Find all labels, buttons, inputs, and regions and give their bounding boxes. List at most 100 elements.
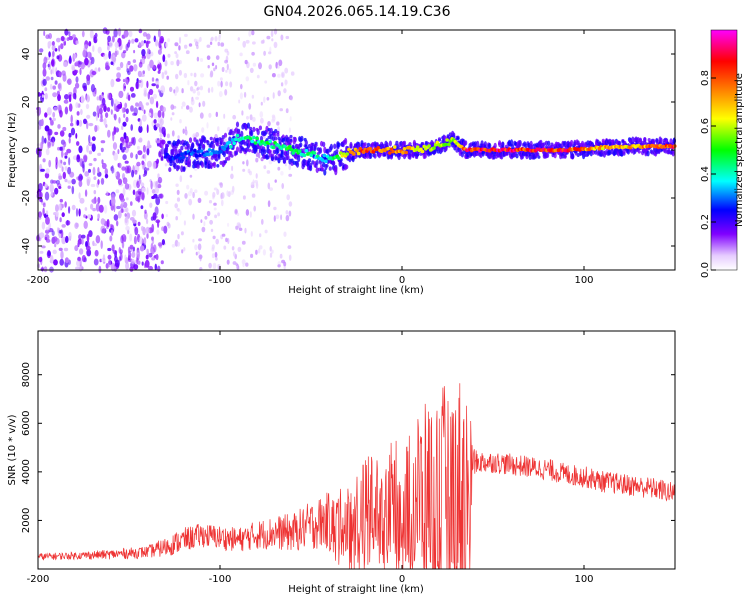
ridge-halo-cell	[235, 146, 240, 153]
noise-cell	[58, 45, 61, 52]
noise-cell	[139, 245, 145, 252]
noise-cell	[52, 249, 57, 255]
noise-cell	[275, 214, 280, 220]
noise-cell	[96, 105, 100, 114]
ridge-halo-cell	[286, 150, 290, 156]
noise-cell	[289, 96, 293, 101]
noise-cell	[39, 192, 43, 199]
noise-cell	[251, 116, 256, 122]
noise-cell	[127, 94, 131, 101]
noise-cell	[184, 33, 188, 38]
noise-cell	[197, 243, 202, 251]
noise-cell	[189, 106, 193, 113]
noise-cell	[269, 187, 273, 191]
noise-cell	[125, 142, 129, 148]
ridge-halo-cell	[488, 142, 492, 149]
noise-cell	[273, 215, 276, 222]
ridge-core-cell	[401, 150, 405, 155]
noise-cell	[211, 86, 214, 93]
noise-cell	[247, 168, 251, 174]
noise-cell	[116, 128, 119, 133]
noise-cell	[78, 61, 83, 65]
noise-cell	[58, 233, 62, 238]
noise-cell	[54, 80, 58, 85]
noise-cell	[114, 259, 120, 268]
noise-cell	[262, 39, 265, 44]
noise-cell	[129, 86, 135, 92]
noise-cell	[157, 110, 162, 118]
ridge-halo-cell	[344, 137, 348, 145]
noise-cell	[107, 247, 112, 252]
noise-cell	[271, 249, 274, 254]
noise-cell	[285, 35, 290, 40]
ridge-core-cell	[368, 147, 373, 151]
ridge-halo-cell	[223, 132, 228, 138]
noise-cell	[60, 43, 64, 50]
noise-cell	[198, 238, 202, 242]
noise-cell	[141, 57, 146, 65]
noise-cell	[157, 176, 163, 184]
noise-cell	[111, 244, 115, 252]
ridge-core-cell	[355, 149, 359, 153]
ridge-core-cell	[230, 138, 235, 142]
noise-cell	[140, 73, 145, 77]
ridge-core-cell	[338, 151, 343, 155]
ridge-halo-cell	[289, 138, 293, 142]
ridge-halo-cell	[321, 167, 325, 172]
noise-cell	[118, 117, 121, 124]
noise-cell	[92, 207, 96, 212]
noise-cell	[77, 242, 80, 248]
y-tick-label: 2000	[21, 508, 32, 533]
noise-cell	[166, 133, 170, 139]
noise-cell	[131, 251, 136, 258]
noise-cell	[177, 135, 180, 140]
noise-cell	[57, 124, 61, 129]
noise-cell	[280, 34, 284, 41]
noise-cell	[157, 265, 161, 272]
noise-cell	[208, 200, 213, 204]
noise-cell	[57, 94, 61, 102]
noise-cell	[42, 158, 46, 163]
noise-cell	[153, 64, 156, 70]
noise-cell	[112, 132, 115, 142]
noise-cell	[184, 193, 188, 199]
ridge-core-cell	[163, 155, 168, 159]
noise-cell	[93, 258, 99, 266]
noise-cell	[183, 247, 186, 252]
noise-cell	[225, 69, 228, 73]
noise-cell	[67, 78, 72, 85]
noise-cell	[61, 145, 65, 151]
noise-cell	[44, 236, 48, 241]
noise-cell	[178, 36, 182, 44]
noise-cell	[219, 77, 223, 81]
noise-cell	[161, 139, 166, 145]
ridge-core-cell	[447, 142, 451, 147]
noise-cell	[98, 67, 101, 72]
ridge-halo-cell	[643, 137, 647, 143]
noise-cell	[45, 226, 51, 231]
noise-cell	[76, 111, 80, 116]
noise-cell	[161, 226, 165, 231]
noise-cell	[142, 173, 146, 177]
noise-cell	[211, 244, 215, 250]
noise-cell	[64, 94, 69, 100]
noise-cell	[44, 172, 50, 179]
noise-cell	[174, 203, 178, 209]
noise-cell	[175, 216, 178, 221]
noise-cell	[39, 250, 44, 254]
noise-cell	[95, 112, 98, 122]
noise-cell	[141, 114, 147, 122]
ridge-halo-cell	[263, 149, 267, 155]
noise-cell	[220, 80, 223, 88]
noise-cell	[175, 183, 179, 187]
ridge-halo-cell	[193, 137, 197, 142]
ridge-halo-cell	[456, 137, 460, 141]
noise-cell	[221, 67, 225, 72]
x-tick-label: -100	[209, 574, 232, 585]
y-tick-label: 6000	[21, 411, 32, 436]
ridge-halo-cell	[369, 152, 373, 159]
noise-cell	[56, 183, 62, 188]
noise-cell	[123, 132, 127, 140]
noise-cell	[122, 121, 127, 127]
noise-cell	[45, 168, 50, 174]
